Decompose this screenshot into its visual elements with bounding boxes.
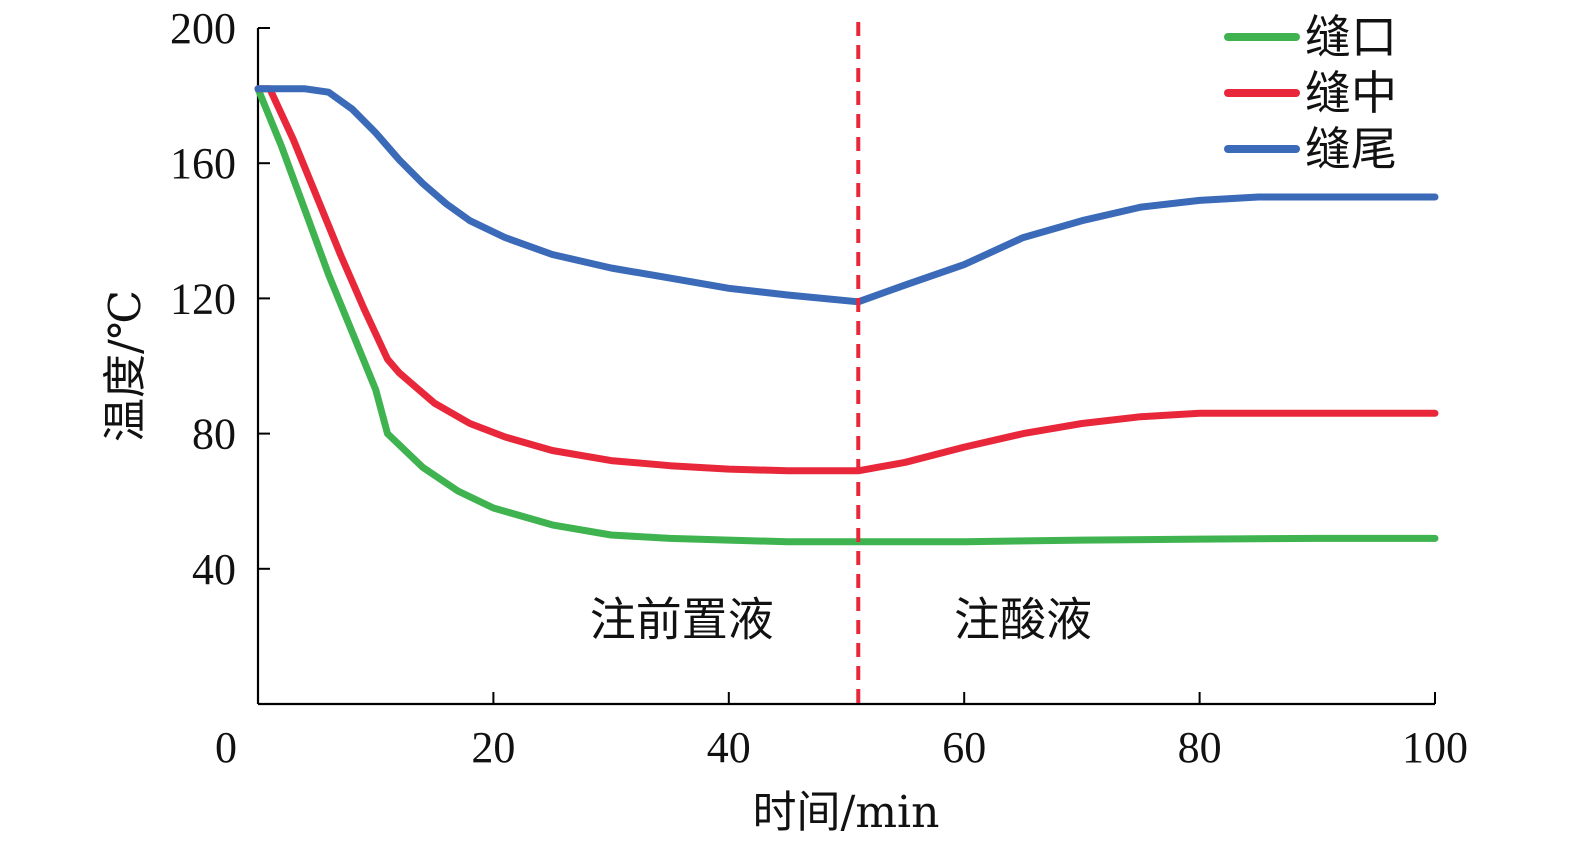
- series: [254, 85, 1439, 546]
- legend-label: 缝口: [1305, 10, 1397, 64]
- x-tick-label: 60: [942, 723, 986, 772]
- y-tick-label: 80: [192, 410, 236, 459]
- series-line: [254, 85, 1439, 546]
- series-line: [254, 85, 1439, 306]
- y-tick-label: 120: [170, 274, 236, 323]
- y-tick-label: 40: [192, 545, 236, 594]
- legend-label: 缝中: [1305, 66, 1397, 120]
- x-tick-label: 100: [1402, 723, 1468, 772]
- annotations: 注前置液 注酸液: [590, 593, 1092, 647]
- ticks: 0 20 40 60 80 100 40 80 120 160 200: [170, 4, 1468, 772]
- x-tick-label: 40: [707, 723, 751, 772]
- x-axis-title: 时间/min: [753, 787, 940, 838]
- y-tick-label: 160: [170, 139, 236, 188]
- phase-annotation: 注酸液: [954, 593, 1092, 647]
- legend-label: 缝尾: [1305, 122, 1397, 176]
- y-tick-label: 200: [170, 4, 236, 53]
- x-tick-label: 20: [471, 723, 515, 772]
- x-tick-label: 0: [215, 723, 237, 772]
- x-tick-label: 80: [1178, 723, 1222, 772]
- series-line: [254, 85, 1439, 475]
- y-axis-title: 温度/℃: [100, 290, 151, 442]
- axes: [256, 28, 1435, 706]
- phase-annotation: 注前置液: [590, 593, 774, 647]
